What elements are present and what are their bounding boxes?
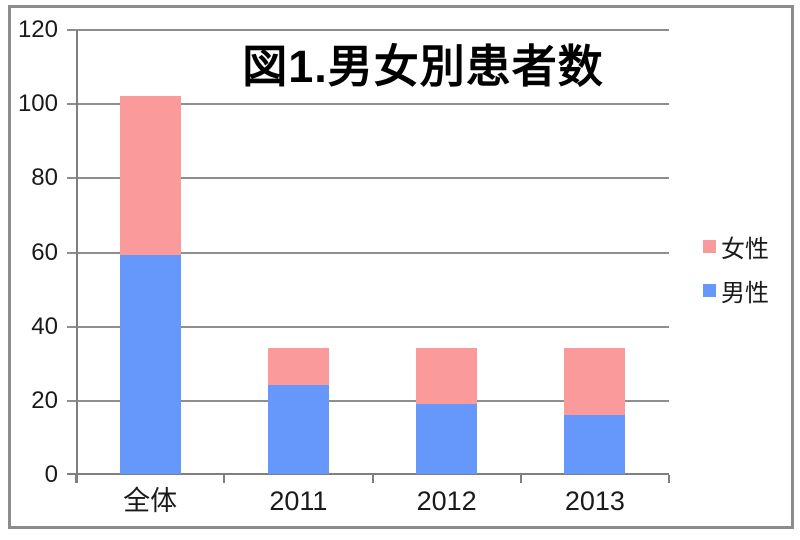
y-axis-label: 60	[31, 238, 58, 266]
y-axis-label: 0	[44, 461, 58, 488]
x-axis-label: 2011	[269, 486, 328, 516]
bar-group-全体	[119, 95, 181, 474]
y-axis-line	[76, 30, 78, 483]
axis-tick	[668, 475, 670, 483]
bar-segment-male	[564, 414, 626, 474]
gridline	[67, 399, 669, 402]
legend-swatch-female-icon	[703, 239, 716, 253]
y-axis-label: 40	[31, 312, 58, 340]
bar-segment-female	[119, 95, 181, 256]
bar-group-2013	[564, 347, 626, 474]
legend-label-female: 女性	[721, 235, 769, 263]
y-axis-label: 20	[31, 386, 58, 414]
bar-group-2011	[267, 347, 329, 474]
plot-area	[67, 29, 670, 483]
bar-segment-female	[564, 347, 626, 415]
gridline	[67, 29, 669, 31]
y-axis-label: 120	[17, 16, 58, 43]
axis-tick	[75, 475, 77, 483]
bar-segment-male	[267, 385, 329, 474]
axis-tick	[223, 475, 226, 483]
axis-tick	[371, 475, 374, 483]
bar-group-2012	[416, 347, 478, 474]
axis-tick	[519, 475, 522, 483]
gridline	[67, 177, 669, 180]
bar-segment-male	[119, 255, 181, 474]
legend-item-female: 女性	[703, 233, 769, 263]
bar-segment-female	[416, 347, 478, 404]
legend-item-male: 男性	[703, 277, 769, 307]
x-axis-label: 2012	[416, 486, 477, 516]
bar-segment-male	[416, 403, 478, 474]
gridline	[67, 103, 669, 106]
gridline	[67, 251, 669, 254]
x-axis-label: 2013	[564, 486, 625, 516]
legend-label-male: 男性	[721, 279, 769, 307]
legend: 女性 男性	[703, 233, 769, 321]
bar-segment-female	[267, 347, 329, 385]
y-axis-label: 80	[31, 164, 58, 192]
chart-title: 図1.男女別患者数	[242, 41, 604, 92]
x-axis-label: 全体	[123, 486, 178, 516]
legend-swatch-male-icon	[703, 283, 716, 297]
gridline	[67, 325, 669, 328]
y-axis-label: 100	[17, 90, 58, 118]
x-axis-line	[67, 473, 669, 475]
